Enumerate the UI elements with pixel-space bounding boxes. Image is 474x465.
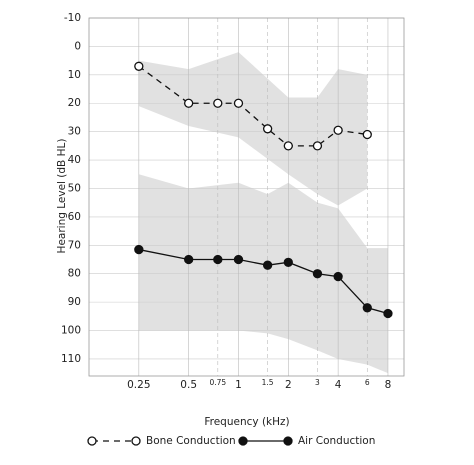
legend-label: Bone Conduction [146,435,236,447]
y-tick-label: -10 [64,12,81,24]
y-tick-label: 0 [74,40,81,52]
y-tick-label: 40 [68,154,81,166]
series-line [138,65,368,147]
series-line [138,248,389,315]
y-tick-label: 50 [68,182,81,194]
marker [333,125,343,135]
marker [134,244,144,255]
marker [283,257,293,267]
x-tick-label: 1 [235,379,242,391]
legend-marker [283,436,293,446]
marker [213,98,223,108]
y-tick-label: 30 [68,126,81,138]
marker [233,254,244,265]
legend-marker [131,436,141,446]
legend-marker [87,436,97,446]
x-tick-label: 0.25 [127,379,150,391]
x-tick-label: 1.5 [262,378,274,387]
marker [262,124,273,134]
marker [262,260,273,270]
y-tick-label: 100 [61,325,81,337]
marker [184,98,194,108]
marker [184,254,194,265]
x-tick-label: 3 [315,378,320,387]
y-tick-label: 10 [68,69,81,81]
marker [312,141,323,151]
y-tick-label: 90 [68,296,81,308]
y-tick-label: 20 [68,97,81,109]
y-tick-label: 70 [68,239,81,251]
y-tick-label: 110 [61,353,81,365]
marker [383,308,393,319]
x-tick-label: 2 [285,379,292,391]
marker [362,303,372,313]
x-tick-label: 0.5 [180,379,197,391]
marker [134,61,144,71]
x-tick-label: 0.75 [209,378,226,387]
plot-frame [88,17,405,377]
y-axis-label: Hearing Level (dB HL) [56,139,68,254]
x-tick-label: 4 [335,379,342,391]
legend-marker [238,436,248,446]
marker [283,141,293,151]
marker [213,254,223,265]
x-axis-label: Frequency (kHz) [204,416,289,428]
marker [362,129,372,140]
marker [233,98,244,108]
legend-label: Air Conduction [298,435,375,447]
y-tick-label: 60 [68,211,81,223]
y-tick-label: 80 [68,268,81,280]
marker [333,271,343,282]
x-tick-label: 6 [365,378,370,387]
x-tick-label: 8 [385,379,392,391]
marker [312,269,323,279]
range-band [138,52,368,206]
